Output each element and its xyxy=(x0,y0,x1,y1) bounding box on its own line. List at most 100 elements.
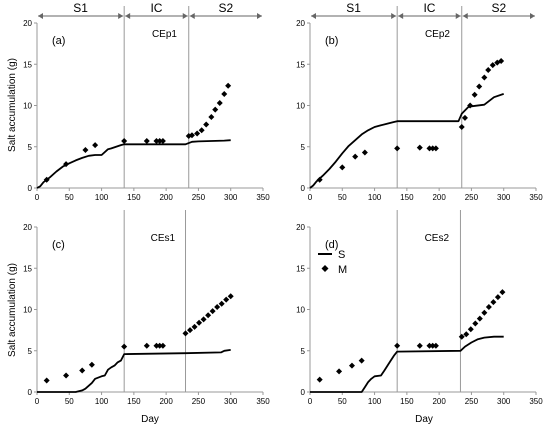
x-tick-label: 150 xyxy=(127,193,141,202)
x-tick-label: 50 xyxy=(65,397,74,406)
data-point-m xyxy=(214,304,221,311)
data-point-m xyxy=(429,342,436,349)
chart-title: CEs1 xyxy=(151,233,176,244)
x-axis-label-left: Day xyxy=(141,414,159,425)
panel-label: (c) xyxy=(52,239,65,251)
x-axis-label-right: Day xyxy=(415,414,433,425)
data-point-m xyxy=(63,372,70,379)
data-point-m xyxy=(467,326,474,333)
data-point-m xyxy=(336,368,343,375)
x-tick-label: 250 xyxy=(192,193,206,202)
data-point-m xyxy=(494,294,501,301)
data-point-m xyxy=(339,164,346,171)
data-point-m xyxy=(476,83,483,90)
x-tick-label: 200 xyxy=(432,193,446,202)
data-point-m xyxy=(461,114,468,121)
x-tick-label: 350 xyxy=(529,397,543,406)
period-arrow-head-left xyxy=(398,13,404,19)
chart-title: CEp2 xyxy=(425,29,450,40)
x-tick-label: 100 xyxy=(368,193,382,202)
x-tick-label: 250 xyxy=(465,193,479,202)
period-label-s1: S1 xyxy=(73,1,88,15)
x-tick-label: 200 xyxy=(159,193,173,202)
data-point-m xyxy=(194,130,201,137)
data-point-m xyxy=(159,342,166,349)
x-tick-label: 300 xyxy=(497,193,511,202)
y-tick-label: 0 xyxy=(301,388,306,397)
data-point-m xyxy=(394,145,401,152)
y-tick-label: 20 xyxy=(23,223,32,232)
data-point-m xyxy=(188,132,195,139)
legend: S M xyxy=(318,249,347,276)
y-tick-label: 20 xyxy=(296,19,305,28)
data-point-m xyxy=(200,316,207,323)
data-point-m xyxy=(458,333,465,340)
data-point-m xyxy=(471,91,478,98)
data-point-m xyxy=(88,361,95,368)
y-tick-label: 0 xyxy=(28,388,33,397)
x-tick-label: 50 xyxy=(338,193,347,202)
y-tick-label: 15 xyxy=(23,264,32,273)
period-label-s2: S2 xyxy=(492,1,507,15)
data-point-m xyxy=(208,114,215,121)
data-point-m xyxy=(191,323,198,330)
data-point-m xyxy=(143,137,150,144)
data-point-m xyxy=(153,342,160,349)
period-label-ic: IC xyxy=(150,1,162,15)
x-tick-label: 0 xyxy=(35,397,40,406)
x-tick-label: 200 xyxy=(432,397,446,406)
data-point-m xyxy=(205,312,212,319)
data-point-m xyxy=(79,367,86,374)
x-tick-label: 350 xyxy=(529,193,543,202)
legend-marker-swatch xyxy=(321,265,329,272)
chart-title: CEs2 xyxy=(425,233,450,244)
data-point-m xyxy=(92,142,99,149)
data-point-m xyxy=(394,342,401,349)
y-tick-label: 5 xyxy=(301,143,306,152)
period-arrow-head-right xyxy=(391,13,397,19)
panel-label: (d) xyxy=(325,239,338,251)
data-point-m xyxy=(426,145,433,152)
x-tick-label: 100 xyxy=(368,397,382,406)
data-point-m xyxy=(153,137,160,144)
x-tick-label: 100 xyxy=(95,193,109,202)
data-point-m xyxy=(227,293,234,300)
x-tick-label: 250 xyxy=(192,397,206,406)
data-point-m xyxy=(187,327,194,334)
data-point-m xyxy=(121,343,128,350)
data-point-m xyxy=(121,137,128,144)
legend-line-label: S xyxy=(338,249,345,261)
data-point-m xyxy=(209,308,216,315)
data-point-m xyxy=(429,145,436,152)
x-tick-label: 0 xyxy=(308,193,313,202)
y-axis-label-top: Salt accumulation (g) xyxy=(7,58,18,152)
series-line-s xyxy=(37,349,231,393)
y-tick-label: 15 xyxy=(23,60,32,69)
y-tick-label: 10 xyxy=(296,102,305,111)
data-point-m xyxy=(485,67,492,74)
data-point-m xyxy=(352,153,359,160)
x-tick-label: 250 xyxy=(465,397,479,406)
data-point-m xyxy=(225,82,232,89)
period-arrow-head-right xyxy=(182,13,188,19)
data-point-m xyxy=(223,296,230,303)
y-tick-label: 20 xyxy=(23,19,32,28)
x-tick-label: 0 xyxy=(308,397,313,406)
y-tick-label: 10 xyxy=(296,306,305,315)
period-label-s1: S1 xyxy=(346,1,361,15)
period-label-ic: IC xyxy=(423,1,435,15)
data-point-m xyxy=(212,106,219,113)
data-point-m xyxy=(481,309,488,316)
data-point-m xyxy=(221,90,228,97)
y-tick-label: 5 xyxy=(28,347,33,356)
y-tick-label: 10 xyxy=(23,102,32,111)
data-point-m xyxy=(43,176,50,183)
period-arrow-head-left xyxy=(311,13,316,19)
data-point-m xyxy=(416,144,423,151)
data-point-m xyxy=(458,123,465,130)
y-tick-label: 15 xyxy=(296,60,305,69)
data-point-m xyxy=(498,57,505,64)
period-arrow-head-right xyxy=(530,13,535,19)
x-tick-label: 150 xyxy=(400,397,414,406)
